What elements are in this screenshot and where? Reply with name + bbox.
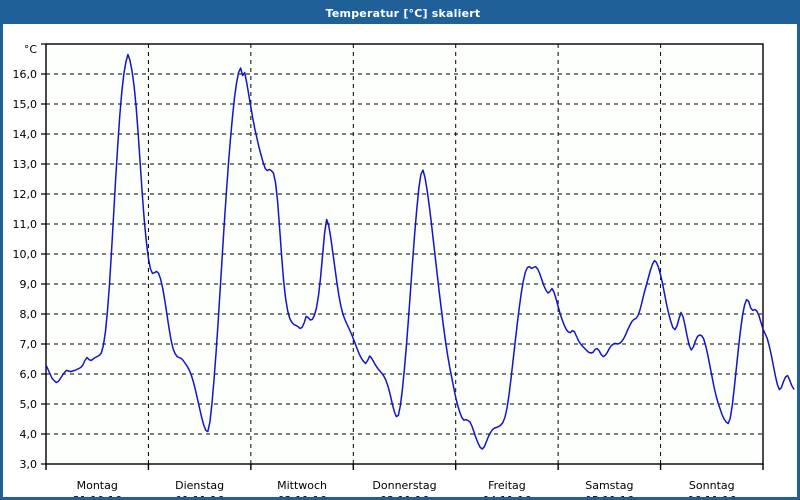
temperature-series-line: [45, 53, 795, 450]
y-tick-label: 7,0: [20, 338, 38, 351]
y-tick-label: 12,0: [13, 188, 38, 201]
x-axis-day-name: Freitag: [488, 479, 526, 492]
y-tick-label: 11,0: [13, 218, 38, 231]
y-tick-label: 9,0: [20, 278, 38, 291]
y-tick-label: 8,0: [20, 308, 38, 321]
y-tick-label: 16,0: [13, 68, 38, 81]
temperature-polyline: [45, 53, 795, 450]
y-axis-tick-labels: 3,0 4,0 5,0 6,0 7,0 8,0 9,0 10,0 11,0 12,0 13,0 14,…: [13, 68, 38, 471]
x-axis-date: 05.11.16: [585, 494, 634, 500]
y-tick-label: 3,0: [20, 458, 38, 471]
x-axis-day-name: Montag: [77, 479, 118, 492]
x-axis-date: 04.11.16: [482, 494, 531, 500]
x-axis-day-name: Mittwoch: [277, 479, 327, 492]
y-tick-label: 4,0: [20, 428, 38, 441]
x-axis-day-name: Samstag: [585, 479, 633, 492]
chart-canvas: 3,0 4,0 5,0 6,0 7,0 8,0 9,0 10,0 11,0 12,0 13,0 14,…: [3, 24, 797, 500]
axis-tick-marks: [41, 43, 764, 470]
x-axis-date: 03.11.16: [380, 494, 429, 500]
x-axis-day-name: Sonntag: [689, 479, 735, 492]
y-tick-label: 10,0: [13, 248, 38, 261]
y-axis-unit-label-text: °C: [24, 43, 38, 56]
x-axis-day-name: Dienstag: [175, 479, 224, 492]
y-tick-label: 14,0: [13, 128, 38, 141]
window-title: Temperatur [°C] skaliert: [325, 7, 481, 20]
y-tick-label: 6,0: [20, 368, 38, 381]
y-tick-label: 13,0: [13, 158, 38, 171]
y-axis-unit-label: °C: [24, 43, 38, 56]
x-axis-date: 01.11.16: [175, 494, 224, 500]
temperature-line-chart: 3,0 4,0 5,0 6,0 7,0 8,0 9,0 10,0 11,0 12,0 13,0 14,…: [3, 24, 797, 500]
window-title-bar: Temperatur [°C] skaliert: [3, 3, 797, 24]
x-axis-date: 06.11.16: [687, 494, 736, 500]
y-tick-label: 15,0: [13, 98, 38, 111]
x-axis-day-labels: Montag 31.10.16 Dienstag 01.11.16 Mittwoch 02…: [73, 479, 737, 500]
x-axis-day-name: Donnerstag: [372, 479, 436, 492]
plot-area-background: [46, 44, 763, 464]
y-tick-label: 5,0: [20, 398, 38, 411]
x-axis-date: 02.11.16: [278, 494, 327, 500]
x-axis-date: 31.10.16: [73, 494, 122, 500]
